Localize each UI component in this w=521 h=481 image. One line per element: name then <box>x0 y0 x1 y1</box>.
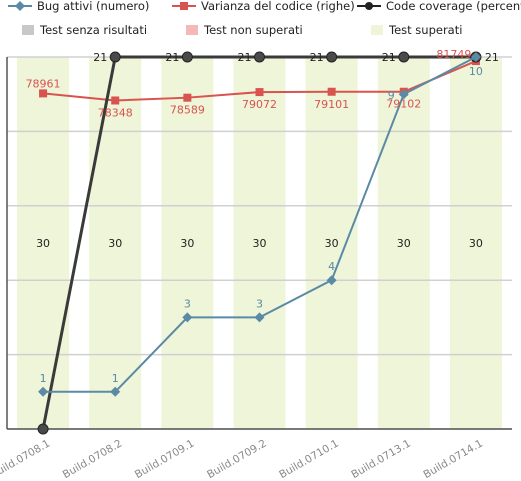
coverage-value-label-5: 21 <box>382 51 396 64</box>
bar-test-superati-1 <box>89 57 142 429</box>
legend-label: Test non superati <box>203 23 303 37</box>
point-code-coverage-percentuale-3 <box>254 51 265 63</box>
point-varianza-del-codice-righe-0 <box>39 89 48 98</box>
bar-test-superati-6 <box>449 57 502 429</box>
x-tick-label-0: Build.0708.1 <box>0 437 52 481</box>
coverage-value-label-4: 21 <box>310 51 324 64</box>
x-tick-label-4: Build.0710.1 <box>277 437 341 481</box>
bar-value-label-3: 30 <box>253 237 267 250</box>
variance-value-label-6: 81749 <box>436 48 471 61</box>
series-lines <box>37 51 482 435</box>
point-code-coverage-percentuale-4 <box>326 51 338 63</box>
coverage-value-label-3: 21 <box>238 51 252 64</box>
point-code-coverage-percentuale-5 <box>398 51 410 63</box>
legend-marker <box>180 2 188 10</box>
coverage-value-label-1: 21 <box>93 51 107 64</box>
variance-value-label-5: 79102 <box>386 98 421 111</box>
coverage-value-label-6: 21 <box>485 51 499 64</box>
point-bug-attivi-numero-4 <box>326 275 337 286</box>
bug-value-label-2: 3 <box>184 297 191 310</box>
bar-test-superati-5 <box>377 57 430 429</box>
legend-item-varianza-del-codice-righe: Varianza del codice (righe) <box>172 0 355 13</box>
data-labels: 30 30 30 30 30 30 30 1 1 3 3 4 9 10 78961 78348 78589 790… <box>26 48 499 385</box>
x-tick-label-5: Build.0713.1 <box>349 437 413 481</box>
point-code-coverage-percentuale-1 <box>109 51 121 63</box>
coverage-value-label-2: 21 <box>165 51 179 64</box>
point-varianza-del-codice-righe-1 <box>111 96 120 105</box>
bar-value-label-5: 30 <box>397 237 411 250</box>
legend-label: Test senza risultati <box>39 23 147 37</box>
variance-value-label-4: 79101 <box>314 98 349 111</box>
point-bug-attivi-numero-0 <box>38 386 49 397</box>
bug-value-label-1: 1 <box>112 372 119 385</box>
bar-value-label-6: 30 <box>469 237 483 250</box>
point-varianza-del-codice-righe-2 <box>183 93 192 102</box>
bar-test-superati-4 <box>305 57 358 429</box>
legend-label: Varianza del codice (righe) <box>201 0 355 13</box>
bug-value-label-6: 10 <box>469 65 483 78</box>
legend-item-test-senza-risultati: Test senza risultati <box>22 23 147 37</box>
bug-value-label-3: 3 <box>256 297 263 310</box>
point-varianza-del-codice-righe-3 <box>255 88 264 97</box>
bar-test-superati-3 <box>233 57 286 429</box>
legend-label: Bug attivi (numero) <box>37 0 149 13</box>
variance-value-label-0: 78961 <box>26 77 61 90</box>
point-bug-attivi-numero-1 <box>110 386 121 397</box>
bar-test-superati-2 <box>161 57 214 429</box>
bar-value-label-4: 30 <box>325 237 339 250</box>
legend-item-test-superati: Test superati <box>371 23 462 37</box>
x-tick-label-6: Build.0714.1 <box>421 437 485 481</box>
bar-test-superati-0 <box>17 57 70 429</box>
legend-swatch <box>186 25 198 35</box>
point-bug-attivi-numero-2 <box>182 312 193 323</box>
point-code-coverage-percentuale-2 <box>181 51 193 63</box>
legend-swatch <box>22 25 34 35</box>
variance-value-label-2: 78589 <box>170 104 205 117</box>
x-axis: Build.0708.1 Build.0708.2 Build.0709.1 Buil… <box>0 437 485 481</box>
point-varianza-del-codice-righe-4 <box>327 87 336 96</box>
x-tick-label-2: Build.0709.1 <box>133 437 197 481</box>
point-bug-attivi-numero-5 <box>398 89 409 100</box>
legend-marker <box>365 2 373 10</box>
legend-swatch <box>371 25 383 35</box>
bug-value-label-5: 9 <box>388 89 395 102</box>
bar-value-label-2: 30 <box>180 237 194 250</box>
bar-value-label-1: 30 <box>108 237 122 250</box>
legend: Bug attivi (numero) Varianza del codice (… <box>8 0 521 37</box>
variance-value-label-3: 79072 <box>242 98 277 111</box>
legend-item-code-coverage-percentuale: Code coverage (percentuale) <box>357 0 521 13</box>
x-tick-label-3: Build.0709.2 <box>205 437 269 481</box>
bars-layer <box>17 57 502 429</box>
x-tick-label-1: Build.0708.2 <box>61 437 125 481</box>
legend-item-bug-attivi-numero: Bug attivi (numero) <box>8 0 149 13</box>
plot-area: 30 30 30 30 30 30 30 1 1 3 3 4 9 10 78961 78348 78589 790… <box>6 48 512 435</box>
bug-value-label-0: 1 <box>40 372 47 385</box>
variance-value-label-1: 78348 <box>98 106 133 119</box>
legend-label: Code coverage (percentuale) <box>386 0 521 13</box>
legend-label: Test superati <box>388 23 462 37</box>
bug-value-label-4: 4 <box>328 260 335 273</box>
legend-marker <box>15 1 25 11</box>
point-code-coverage-percentuale-0 <box>37 423 49 435</box>
bar-value-label-0: 30 <box>36 237 50 250</box>
legend-item-test-non-superati: Test non superati <box>186 23 303 37</box>
point-bug-attivi-numero-6 <box>470 52 481 62</box>
point-bug-attivi-numero-3 <box>254 312 265 323</box>
